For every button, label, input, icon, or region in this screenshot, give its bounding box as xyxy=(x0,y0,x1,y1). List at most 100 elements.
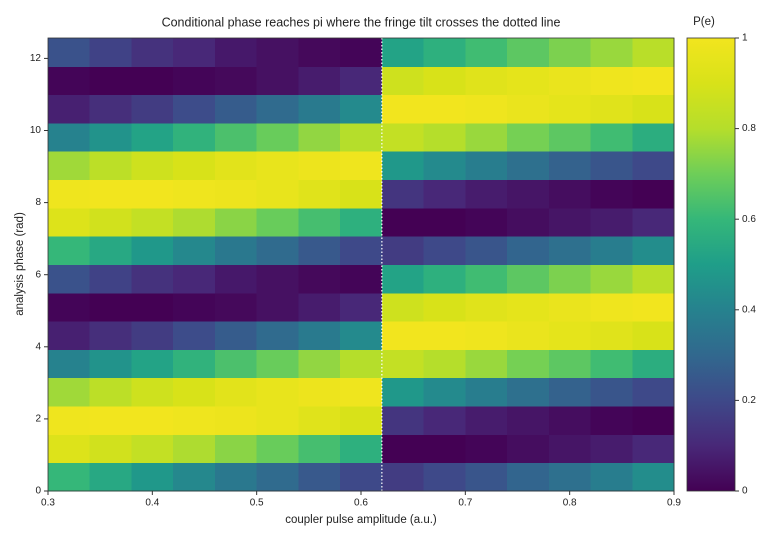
heatmap-cell xyxy=(340,434,383,464)
heatmap-cell xyxy=(89,264,132,294)
heatmap-cell xyxy=(590,462,633,492)
colorbar-tick-label: 0.2 xyxy=(742,395,756,406)
heatmap-cell xyxy=(173,292,216,322)
heatmap-cell xyxy=(214,179,258,209)
heatmap-cell xyxy=(214,66,258,96)
heatmap-cell xyxy=(632,38,675,67)
heatmap-cell xyxy=(298,179,341,209)
heatmap-cell xyxy=(340,321,383,350)
x-tick-label: 0.7 xyxy=(458,498,472,509)
x-tick-label: 0.3 xyxy=(41,498,55,509)
heatmap-cell xyxy=(173,462,216,492)
heatmap-cell xyxy=(214,462,258,492)
heatmap-cell xyxy=(173,207,216,237)
heatmap-cell xyxy=(507,434,550,464)
heatmap-cell xyxy=(507,292,550,322)
heatmap-cell xyxy=(507,66,550,96)
heatmap-cell xyxy=(214,236,258,265)
heatmap-cell xyxy=(548,179,592,209)
heatmap-cell xyxy=(632,434,675,464)
heatmap-cell xyxy=(381,38,425,67)
y-tick-label: 6 xyxy=(35,269,41,280)
heatmap-cell xyxy=(131,264,174,294)
heatmap-cell xyxy=(590,406,633,435)
heatmap-cell xyxy=(423,179,466,209)
heatmap-cell xyxy=(548,406,592,435)
heatmap-cell xyxy=(340,66,383,96)
heatmap-cell xyxy=(423,321,466,350)
heatmap-cell xyxy=(590,264,633,294)
heatmap-cell xyxy=(340,292,383,322)
heatmap-cell xyxy=(89,207,132,237)
heatmap-cell xyxy=(48,462,91,492)
heatmap-cell xyxy=(548,207,592,237)
heatmap-cell xyxy=(298,66,341,96)
heatmap-cell xyxy=(632,94,675,124)
heatmap-cell xyxy=(89,179,132,209)
heatmap-cell xyxy=(214,151,258,181)
heatmap-cell xyxy=(632,406,675,435)
colorbar-tick-label: 0.4 xyxy=(742,304,756,315)
heatmap-cell xyxy=(465,236,508,265)
heatmap-cell xyxy=(465,292,508,322)
heatmap-cell xyxy=(89,377,132,407)
heatmap-cell xyxy=(131,151,174,181)
heatmap-cell xyxy=(48,349,91,379)
heatmap-cell xyxy=(423,236,466,265)
heatmap-cell xyxy=(340,462,383,492)
heatmap-cell xyxy=(632,292,675,322)
heatmap-cell xyxy=(214,434,258,464)
heatmap-cell xyxy=(381,207,425,237)
heatmap-cell xyxy=(89,434,132,464)
heatmap-cell xyxy=(89,321,132,350)
heatmap-cell xyxy=(590,179,633,209)
heatmap-cell xyxy=(507,179,550,209)
heatmap-cell xyxy=(423,264,466,294)
heatmap-cell xyxy=(632,349,675,379)
heatmap-cell xyxy=(298,377,341,407)
heatmap-cell xyxy=(548,321,592,350)
heatmap-cell xyxy=(507,94,550,124)
heatmap-cell xyxy=(89,462,132,492)
heatmap-cell xyxy=(256,321,299,350)
heatmap-cell xyxy=(256,122,299,152)
heatmap-cell xyxy=(48,236,91,265)
heatmap-cell xyxy=(507,236,550,265)
heatmap-cell xyxy=(548,236,592,265)
x-tick-label: 0.8 xyxy=(563,498,577,509)
heatmap-cell xyxy=(381,122,425,152)
heatmap-cell xyxy=(89,66,132,96)
heatmap-cell xyxy=(548,349,592,379)
heatmap-cell xyxy=(423,66,466,96)
heatmap-cell xyxy=(48,66,91,96)
heatmap-cell xyxy=(256,38,299,67)
heatmap-cell xyxy=(340,207,383,237)
heatmap-cell xyxy=(632,264,675,294)
heatmap-cell xyxy=(173,38,216,67)
heatmap-cell xyxy=(590,292,633,322)
heatmap-cell xyxy=(131,349,174,379)
y-tick-label: 10 xyxy=(30,125,42,136)
heatmap-cell xyxy=(256,66,299,96)
heatmap-cell xyxy=(507,377,550,407)
heatmap-cell xyxy=(423,94,466,124)
y-tick-label: 4 xyxy=(35,341,41,352)
heatmap-cell xyxy=(256,179,299,209)
y-tick-label: 0 xyxy=(35,486,41,497)
heatmap-cell xyxy=(590,349,633,379)
heatmap-cell xyxy=(340,38,383,67)
heatmap-cell xyxy=(214,406,258,435)
heatmap-cell xyxy=(340,94,383,124)
heatmap-cell xyxy=(214,264,258,294)
heatmap-cell xyxy=(423,151,466,181)
heatmap-cell xyxy=(340,122,383,152)
chart-title: Conditional phase reaches pi where the f… xyxy=(162,15,561,29)
heatmap-cell xyxy=(632,179,675,209)
heatmap-cell xyxy=(381,434,425,464)
colorbar xyxy=(686,37,736,492)
colorbar-tick-label: 0.6 xyxy=(742,214,756,225)
heatmap-cell xyxy=(548,292,592,322)
heatmap-cell xyxy=(465,66,508,96)
heatmap-cell xyxy=(465,349,508,379)
x-tick-label: 0.6 xyxy=(354,498,368,509)
